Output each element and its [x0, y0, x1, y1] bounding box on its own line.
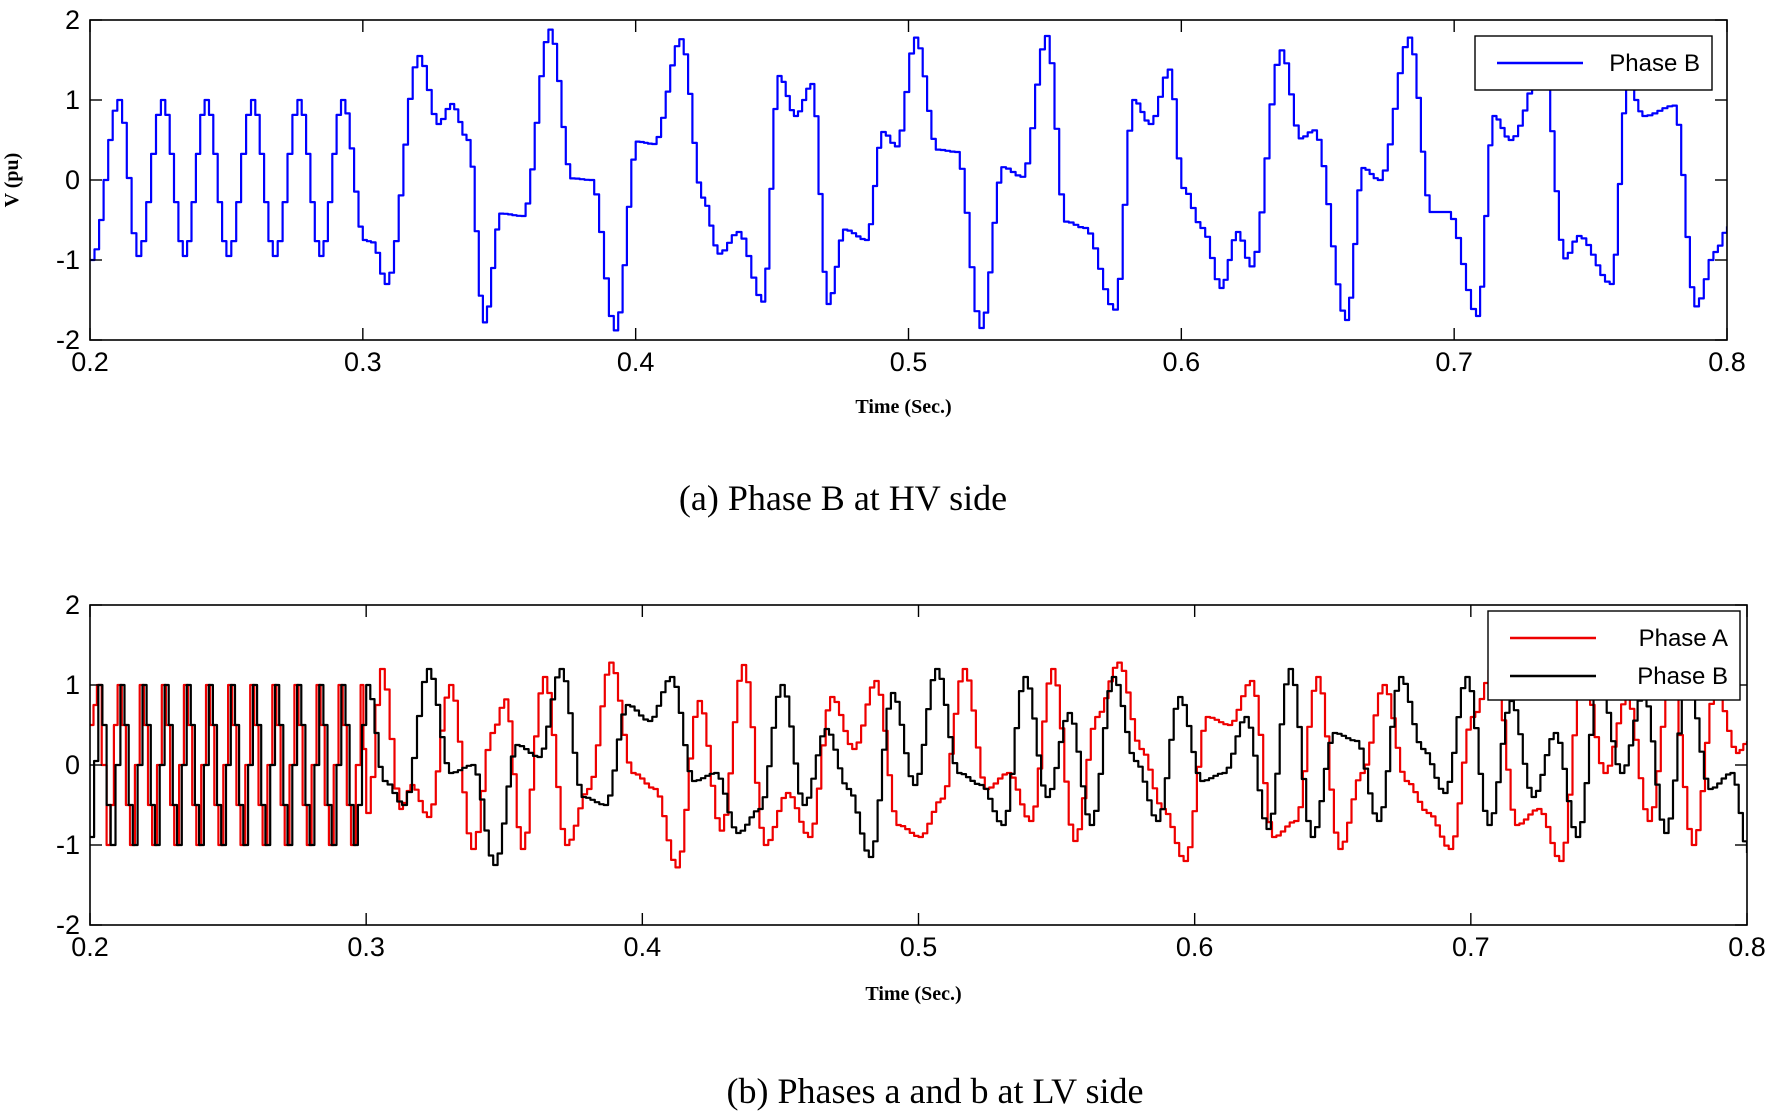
y-tick-label: -1: [56, 830, 80, 860]
y-tick-label: 2: [65, 5, 80, 35]
series-line-phase-b: [90, 28, 1727, 332]
legend: Phase B: [1474, 35, 1713, 91]
legend-label: Phase A: [1639, 625, 1728, 652]
x-tick-label: 0.3: [347, 932, 385, 962]
y-tick-label: 0: [65, 165, 80, 195]
x-tick-label: 0.2: [71, 347, 109, 377]
x-tick-label: 0.7: [1435, 347, 1473, 377]
x-tick-label: 0.7: [1452, 932, 1490, 962]
legend: Phase A Phase B: [1487, 610, 1741, 701]
chart-b-phases-lv: 0.2 0.3 0.4 0.5 0.6 0.7 0.8 2 1 0 -1 -2 Time (Sec.) P…: [56, 590, 1766, 1005]
x-tick-label: 0.4: [617, 347, 655, 377]
x-axis-label: Time (Sec.): [855, 396, 951, 418]
chart-a-phase-b-hv: 0.2 0.3 0.4 0.5 0.6 0.7 0.8 2 1 0 -1 -2 Time (Sec.) V…: [1, 5, 1746, 418]
legend-label: Phase B: [1637, 663, 1728, 690]
x-tick-label: 0.8: [1728, 932, 1766, 962]
caption-a: (a) Phase B at HV side: [679, 478, 1007, 518]
y-tick-label: -2: [56, 325, 80, 355]
x-axis-label: Time (Sec.): [865, 983, 961, 1005]
y-axis-label: V (pu): [1, 153, 23, 208]
y-tick-label: 1: [65, 670, 80, 700]
x-tick-label: 0.3: [344, 347, 382, 377]
x-tick-label: 0.2: [71, 932, 109, 962]
x-tick-label: 0.4: [624, 932, 662, 962]
series-line-phase-b: [90, 667, 1747, 867]
x-tick-label: 0.6: [1176, 932, 1214, 962]
x-tick-label: 0.6: [1163, 347, 1201, 377]
caption-b: (b) Phases a and b at LV side: [727, 1071, 1144, 1111]
x-tick-label: 0.8: [1708, 347, 1746, 377]
y-tick-label: 1: [65, 85, 80, 115]
series-line-phase-a: [90, 661, 1747, 869]
legend-label: Phase B: [1609, 50, 1700, 77]
x-tick-label: 0.5: [900, 932, 938, 962]
y-tick-label: -1: [56, 245, 80, 275]
y-tick-label: -2: [56, 910, 80, 940]
legend-box: [1487, 610, 1741, 701]
y-tick-label: 2: [65, 590, 80, 620]
x-tick-label: 0.5: [890, 347, 928, 377]
y-tick-label: 0: [65, 750, 80, 780]
